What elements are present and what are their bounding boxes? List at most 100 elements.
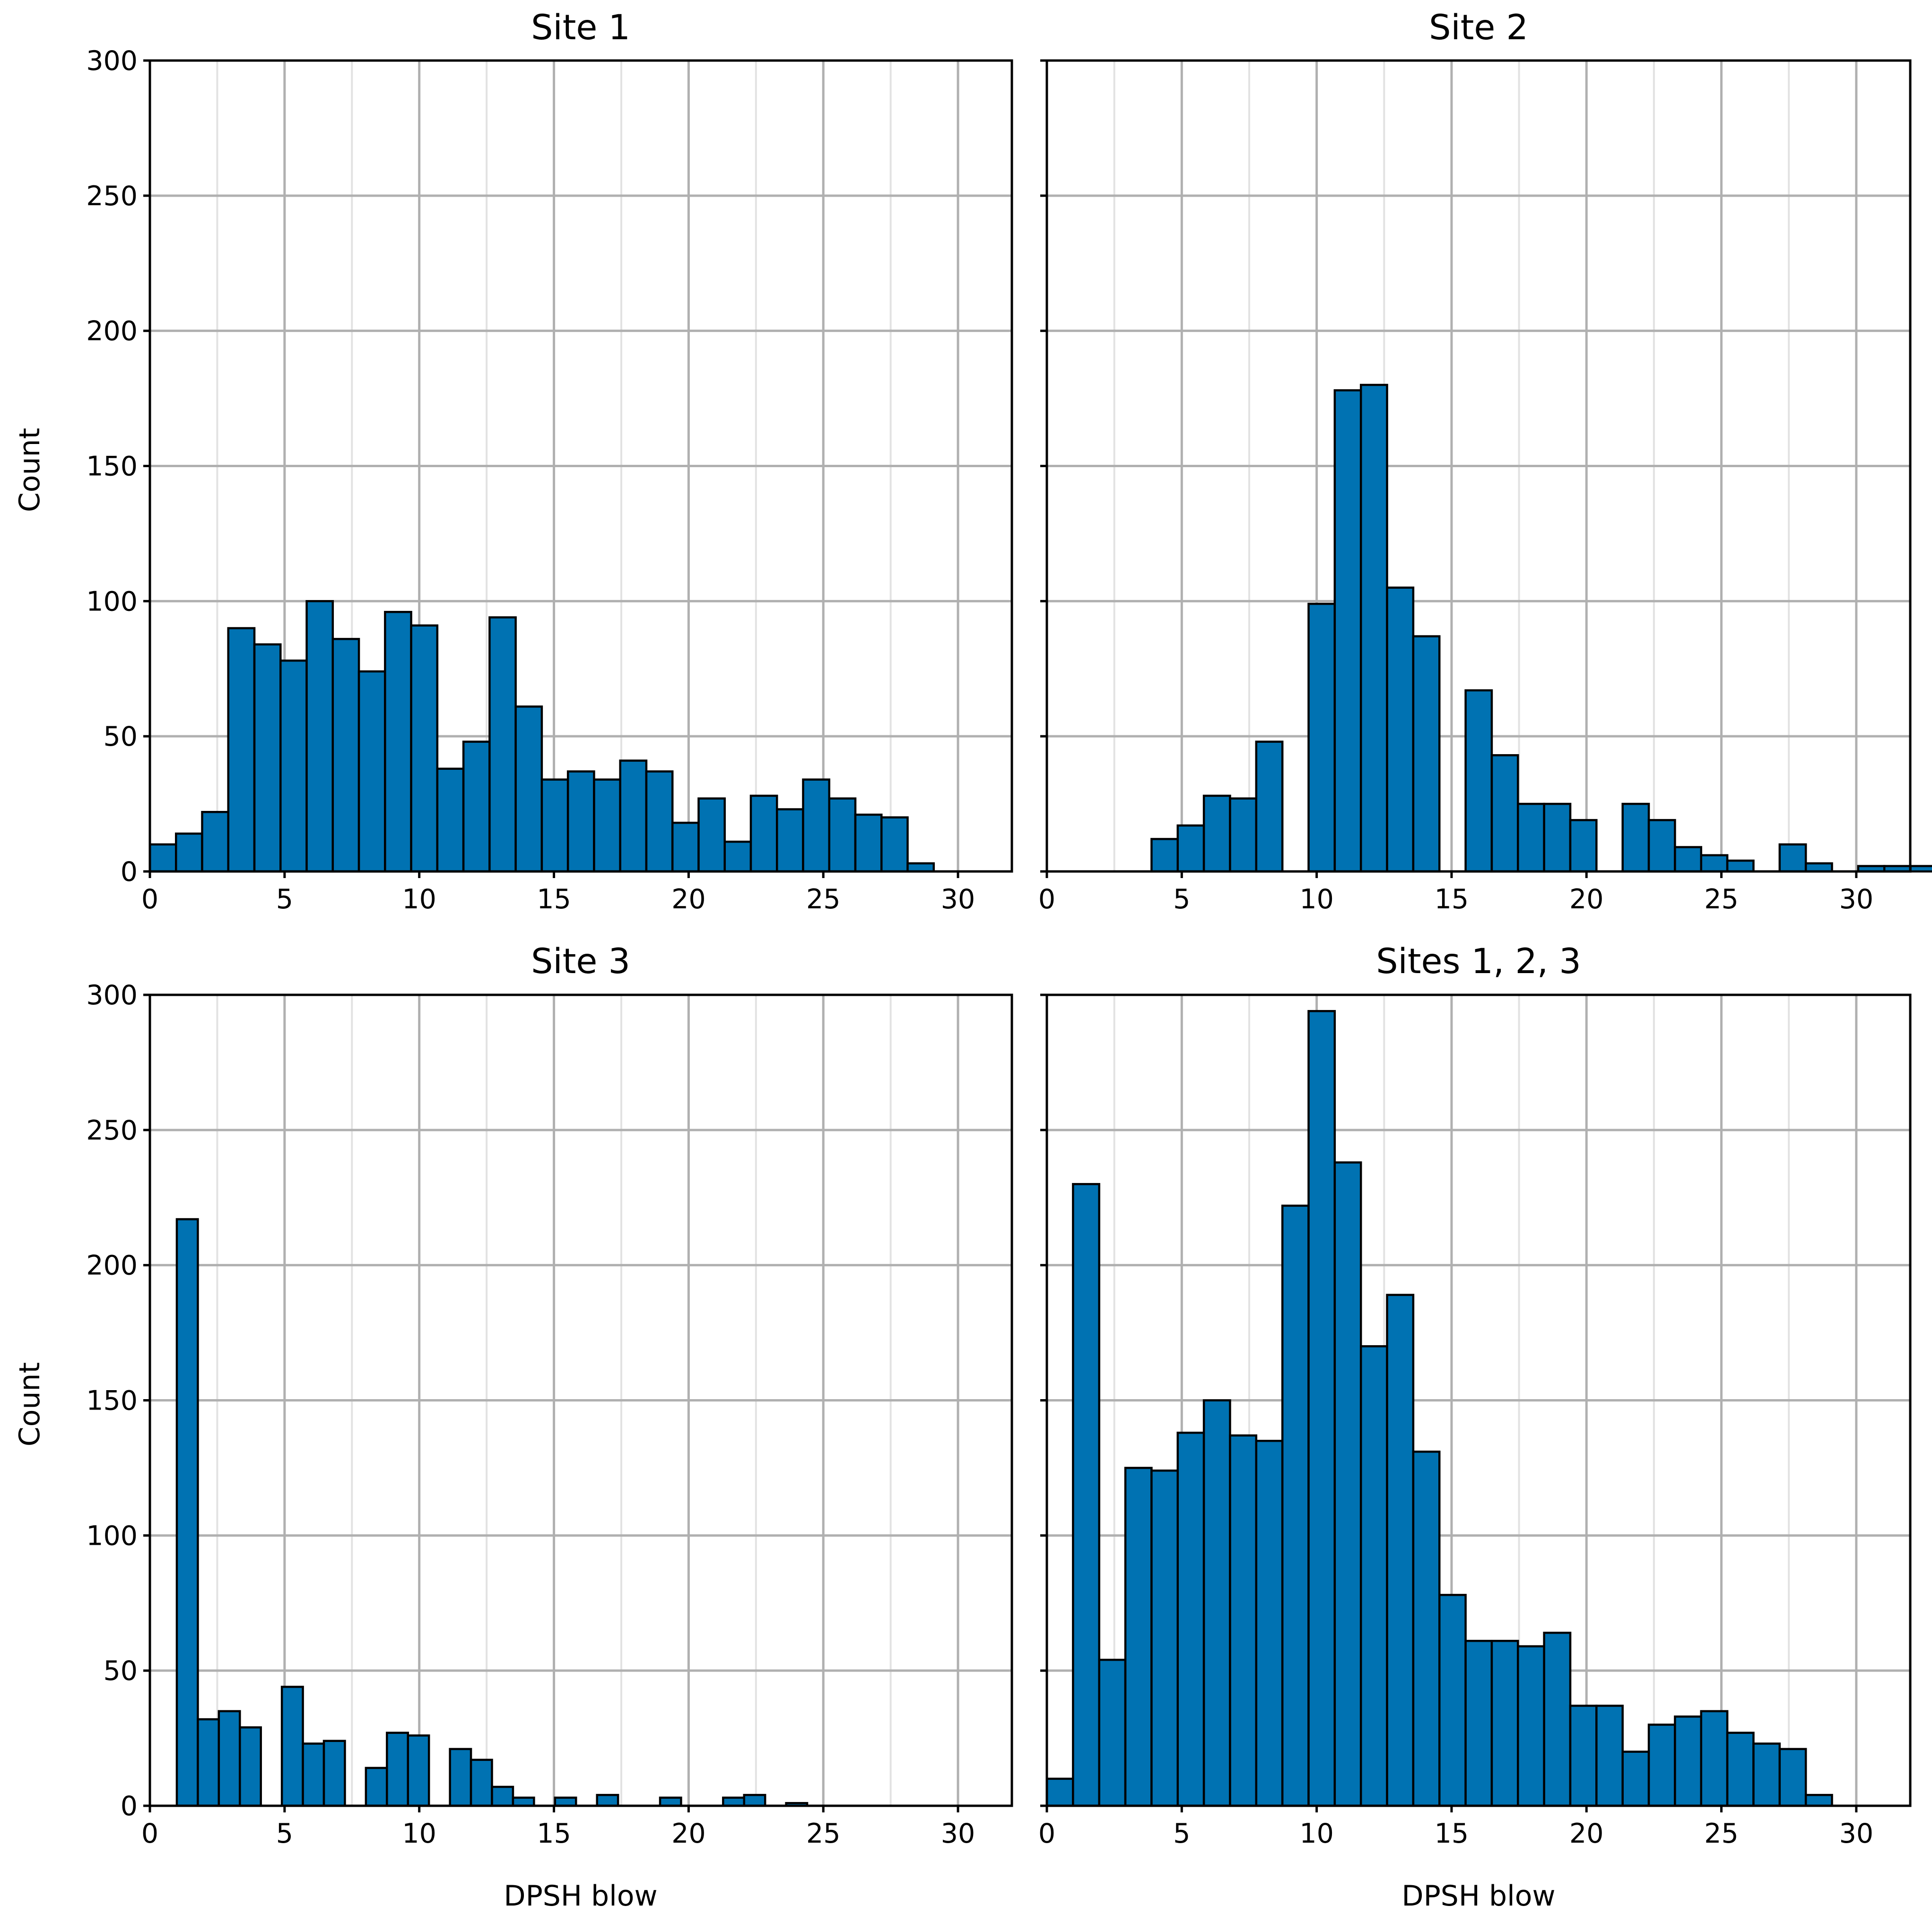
histogram-bar (1229, 797, 1258, 873)
bars (175, 1218, 809, 1807)
histogram-bar (1045, 1777, 1074, 1807)
histogram-bar (775, 808, 804, 873)
x-axis: 0 5 10 15 20 25 30 (1038, 871, 1873, 915)
y-tick-label: 150 (86, 1385, 138, 1417)
histogram-bar (1726, 1732, 1755, 1807)
histogram-bar (1674, 1715, 1703, 1807)
histogram-bar (407, 1734, 430, 1807)
x-tick-label: 20 (671, 1818, 706, 1849)
histogram-bar (1359, 383, 1388, 873)
panel-title: Site 3 (531, 941, 630, 982)
histogram-bar (1490, 754, 1519, 873)
histogram-bar (1752, 1742, 1781, 1807)
panel-site-2: Site 2 0 5 10 15 20 25 30 (1038, 8, 1932, 915)
x-tick-label: 30 (1839, 1818, 1874, 1849)
y-tick-label: 50 (103, 721, 138, 752)
histogram-bar (596, 1793, 619, 1807)
histogram-bar (1333, 1161, 1362, 1807)
x-tick-label: 0 (1038, 884, 1055, 915)
x-tick-label: 0 (141, 1818, 158, 1849)
y-tick-label: 250 (86, 1115, 138, 1146)
histogram-bar (280, 1686, 304, 1807)
x-axis-label: DPSH blow (504, 1880, 657, 1913)
histogram-bar (1804, 862, 1833, 873)
x-tick-label: 0 (1038, 1818, 1055, 1849)
histogram-bar (619, 759, 648, 873)
x-axis: 0 5 10 15 20 25 30 (141, 1806, 975, 1849)
histogram-bar (1150, 1469, 1179, 1807)
histogram-bar (175, 832, 203, 873)
histogram-bar (218, 1710, 241, 1807)
histogram-bar (554, 1796, 577, 1807)
panel-title: Site 1 (531, 8, 630, 48)
histogram-bar (1176, 824, 1205, 873)
x-tick-label: 10 (402, 1818, 436, 1849)
y-axis: 0 50 100 150 200 250 300 (86, 980, 150, 1822)
histogram-bar (722, 1796, 745, 1807)
histogram-bar (671, 821, 700, 873)
histogram-bar (302, 1742, 325, 1807)
x-tick-label: 10 (1299, 1818, 1334, 1849)
histogram-bar (1150, 838, 1179, 873)
histogram-bar (357, 670, 386, 873)
histogram-bar (227, 627, 256, 873)
y-tick-label: 0 (121, 856, 138, 888)
histogram-bar (1307, 602, 1336, 873)
histogram-bar (491, 1785, 514, 1807)
x-tick-label: 15 (1435, 1818, 1469, 1849)
histogram-bar (386, 1732, 409, 1807)
histogram-bar (1202, 794, 1231, 873)
grid (148, 993, 1012, 1807)
bars (148, 600, 935, 873)
x-tick-label: 25 (1704, 1818, 1739, 1849)
x-axis: 0 5 10 15 20 25 30 (141, 871, 975, 915)
histogram-bar (880, 816, 909, 873)
x-tick-label: 10 (1299, 884, 1334, 915)
histogram-bar (410, 624, 439, 873)
panel-site-1: Site 1 Count 0 5 10 15 20 25 30050100150200250… (13, 8, 1013, 915)
histogram-bar (462, 740, 491, 873)
histogram-bar (1543, 1631, 1572, 1807)
histogram-bar (1412, 1450, 1441, 1807)
histogram-bar (239, 1726, 262, 1807)
histogram-bar (1098, 1659, 1127, 1807)
x-tick-label: 20 (1569, 1818, 1604, 1849)
histogram-bar (1202, 1399, 1231, 1807)
y-tick-label: 200 (86, 1250, 138, 1281)
histogram-bar (197, 1718, 220, 1807)
histogram-bar (1359, 1345, 1388, 1807)
histogram-bar (540, 778, 569, 873)
y-tick-label: 50 (103, 1655, 138, 1687)
x-tick-label: 10 (402, 884, 436, 915)
x-tick-label: 30 (941, 1818, 975, 1849)
histogram-bar (659, 1796, 682, 1807)
histogram-bar (1176, 1431, 1205, 1807)
y-tick-label: 250 (86, 181, 138, 212)
y-axis-label: Count (13, 428, 46, 512)
histogram-bar (1647, 819, 1676, 873)
x-tick-label: 20 (1569, 884, 1604, 915)
histogram-bar (201, 810, 230, 873)
histogram-bar (449, 1748, 472, 1807)
x-tick-label: 25 (1704, 884, 1739, 915)
histogram-bar (1909, 865, 1932, 873)
histogram-bar (1124, 1467, 1153, 1807)
histogram-bar (828, 797, 857, 873)
y-tick-label: 300 (86, 45, 138, 77)
histogram-bar (1464, 689, 1493, 873)
histogram-bar (1700, 1710, 1729, 1807)
x-tick-label: 5 (276, 884, 293, 915)
histogram-bar (488, 616, 517, 873)
histogram-bar (1412, 635, 1441, 873)
histogram-bar (1281, 1204, 1310, 1807)
histogram-bar (802, 778, 831, 873)
histogram-bar (279, 659, 308, 873)
histogram-bar (743, 1793, 766, 1807)
histogram-bar (1517, 1645, 1545, 1807)
x-tick-label: 25 (806, 1818, 841, 1849)
histogram-bar (436, 767, 465, 873)
histogram-bar (331, 638, 360, 873)
histogram-bar (1255, 1440, 1284, 1807)
histogram-bar (1072, 1183, 1100, 1807)
histogram-bar (1778, 1748, 1807, 1807)
